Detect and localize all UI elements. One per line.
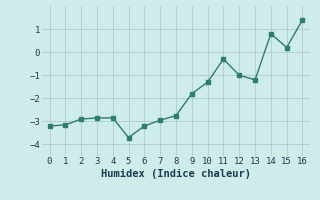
X-axis label: Humidex (Indice chaleur): Humidex (Indice chaleur) [101, 169, 251, 179]
